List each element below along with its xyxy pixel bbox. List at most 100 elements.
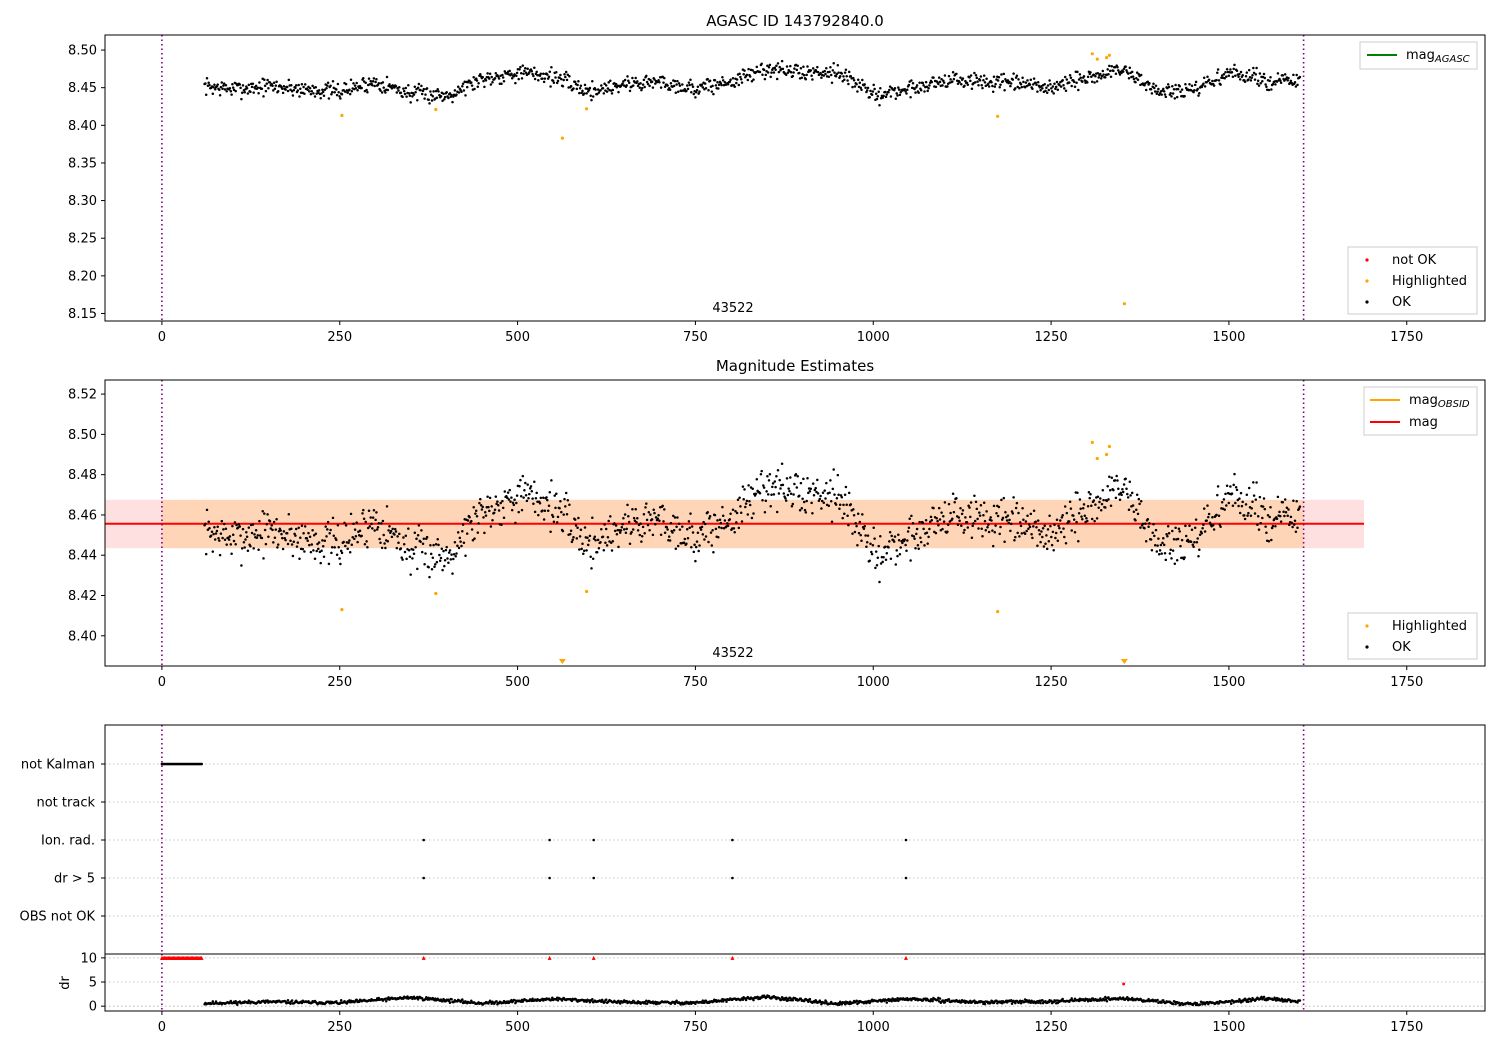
panel2-ok-point xyxy=(459,540,462,543)
panel2-ok-point xyxy=(754,492,758,496)
panel1-ok-point xyxy=(767,65,771,69)
panel2-ok-point xyxy=(329,528,332,532)
panel1-ok-point xyxy=(822,74,826,77)
panel2-ok-point xyxy=(514,521,517,525)
panel2-ok-point xyxy=(1046,528,1050,531)
panel2-ok-point xyxy=(796,475,799,478)
panel4-ok-point xyxy=(1177,1001,1181,1004)
panel2-xtick-label: 1000 xyxy=(857,675,890,690)
panel1-ok-point xyxy=(963,84,966,88)
panel1-ok-point xyxy=(252,91,255,94)
panel2-ok-point xyxy=(478,501,481,505)
panel2-ok-point xyxy=(645,502,648,505)
panel1-ok-point xyxy=(676,90,680,93)
panel1-ok-point xyxy=(1144,88,1148,92)
panel2-ok-point xyxy=(530,489,534,493)
panel2-ok-point xyxy=(360,534,363,538)
panel2-ok-point xyxy=(820,499,824,503)
panel2-ok-point xyxy=(613,522,616,525)
panel1-ok-point xyxy=(577,80,580,83)
panel2-ytick-label: 8.52 xyxy=(68,388,97,403)
panel4-ok-point xyxy=(807,1000,810,1004)
panel1-ok-point xyxy=(1020,85,1024,89)
panel1-ok-point xyxy=(294,84,298,87)
panel1-ok-point xyxy=(606,87,610,90)
panel2-ok-point xyxy=(604,541,607,545)
panel2-ok-point xyxy=(615,532,619,536)
panel2-ok-point xyxy=(1279,514,1282,518)
panel1-ok-point xyxy=(321,88,324,91)
panel1-ok-point xyxy=(961,77,965,80)
panel2-ok-point xyxy=(442,549,445,553)
panel4-ok-point xyxy=(928,999,932,1003)
panel1-ok-point xyxy=(1049,83,1052,86)
panel2-ok-point xyxy=(1087,490,1091,494)
panel1-ok-point xyxy=(579,84,583,87)
panel2-ok-point xyxy=(1266,514,1270,517)
panel2-ok-point xyxy=(798,494,801,497)
panel1-ok-point xyxy=(1276,72,1280,75)
panel2-ok-point xyxy=(1237,504,1240,508)
panel1-ok-point xyxy=(349,78,353,82)
panel2-ok-point xyxy=(990,519,993,522)
panel1-ok-point xyxy=(1031,87,1034,90)
panel1-ok-point xyxy=(791,74,795,78)
panel2-ok-point xyxy=(692,550,696,554)
panel2-ok-point xyxy=(1198,548,1201,551)
panel2-ok-point xyxy=(311,529,314,532)
panel2-ok-point xyxy=(344,544,347,548)
panel1-ok-point xyxy=(852,79,856,82)
panel1-ok-point xyxy=(1225,68,1229,71)
panel4-ok-point xyxy=(339,999,343,1002)
panel2-ok-point xyxy=(494,495,498,498)
panel1-ok-point xyxy=(294,86,297,90)
panel2-ok-point xyxy=(779,487,782,490)
panel1-ok-point xyxy=(621,82,624,85)
panel2-ok-point xyxy=(926,542,929,545)
panel2-ok-point xyxy=(1043,524,1046,528)
panel2-ok-point xyxy=(979,503,983,507)
panel1-ok-point xyxy=(1234,74,1237,77)
panel2-ok-point xyxy=(495,502,498,506)
panel2-ok-point xyxy=(1139,526,1142,529)
panel1-ok-point xyxy=(701,86,705,89)
panel1-ok-point xyxy=(228,86,232,90)
panel1-ok-point xyxy=(1024,81,1028,84)
panel1-ok-point xyxy=(1279,81,1283,84)
panel2-ok-point xyxy=(775,510,779,514)
panel1-ok-point xyxy=(918,81,921,85)
panel1-ok-point xyxy=(631,76,634,80)
panel1-ok-point xyxy=(923,90,926,93)
panel1-ok-point xyxy=(780,59,784,63)
panel1-ok-point xyxy=(645,80,649,84)
panel1-ok-point xyxy=(1130,70,1134,74)
panel2-ok-point xyxy=(1017,511,1020,515)
panel1-ok-point xyxy=(1265,85,1268,89)
panel2-ok-point xyxy=(913,537,916,540)
panel2-ok-point xyxy=(1082,503,1086,506)
panel2-ok-point xyxy=(569,529,573,533)
panel4-xtick-label: 0 xyxy=(158,1020,166,1035)
panel1-ok-point xyxy=(1198,91,1201,95)
panel1-xtick-label: 1750 xyxy=(1390,330,1423,345)
panel2-ok-point xyxy=(987,530,991,534)
panel2-ok-point xyxy=(1190,528,1194,532)
panel2-ok-point xyxy=(999,525,1002,529)
panel1-ok-point xyxy=(982,78,985,82)
panel1-ok-point xyxy=(432,90,435,93)
panel4-ok-point xyxy=(947,998,951,1001)
panel2-ok-point xyxy=(1279,520,1283,523)
panel1-ok-point xyxy=(910,79,913,82)
panel2-ok-point xyxy=(908,517,911,521)
panel1-ok-point xyxy=(1292,73,1295,77)
panel1-ok-point xyxy=(755,65,759,69)
panel2-ok-point xyxy=(860,539,863,542)
panel1-ok-point xyxy=(590,98,593,102)
flag-row-label: not track xyxy=(36,796,95,811)
panel1-ok-point xyxy=(344,82,348,86)
panel1-ok-point xyxy=(653,78,656,81)
panel1-ok-point xyxy=(340,93,344,96)
panel2-ok-point xyxy=(257,548,260,552)
panel1-ok-point xyxy=(475,79,479,82)
panel2-ok-point xyxy=(830,520,834,523)
